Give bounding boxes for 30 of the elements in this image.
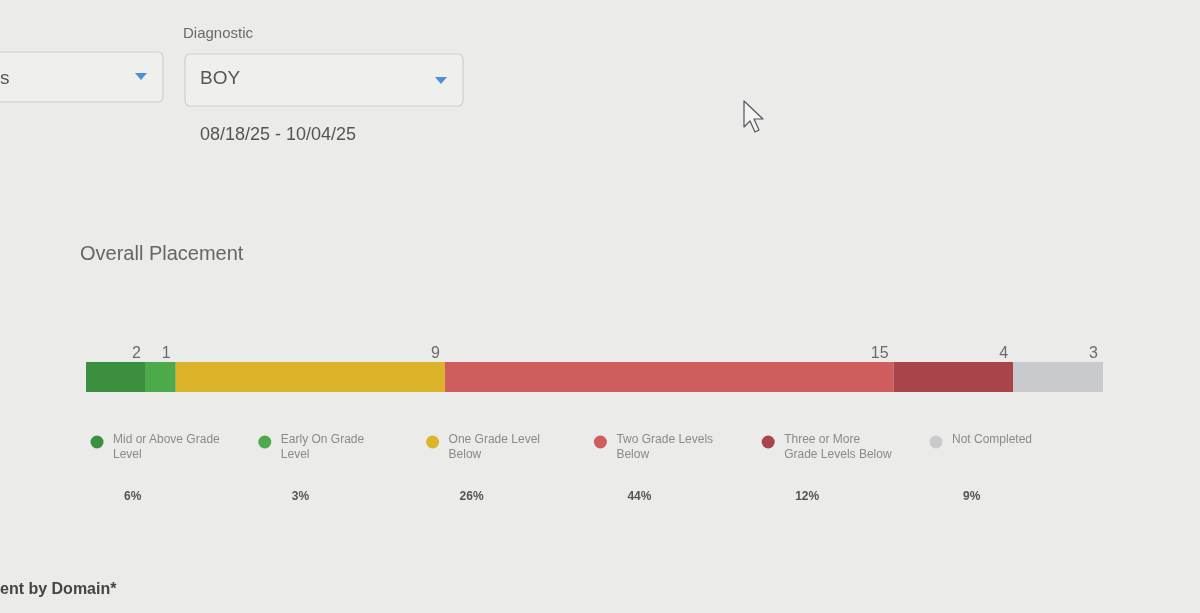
text: 12% — [795, 489, 820, 503]
text: BOY — [200, 67, 241, 88]
data-label: 15 — [870, 344, 889, 361]
chart-title: Overall Placement — [80, 242, 244, 264]
text: 9% — [963, 489, 981, 503]
legend-label: Mid or Above Grade Level — [113, 432, 221, 461]
data-label: 1 — [161, 344, 171, 361]
bar — [86, 362, 146, 392]
data-label: 9 — [431, 344, 441, 361]
text: Diagnostic — [183, 24, 254, 41]
legend-label: Three or More Grade Levels Below — [784, 432, 892, 461]
text: 08/18/25 - 10/04/25 — [200, 124, 357, 144]
bar — [1013, 362, 1103, 392]
text: 3% — [291, 489, 310, 503]
legend-label: Early On Grade Level — [280, 432, 365, 461]
bar — [444, 362, 894, 392]
text: ent by Domain* — [0, 580, 118, 597]
legend-label: Two Grade Levels Below — [616, 432, 714, 461]
data-label: 4 — [999, 344, 1009, 361]
data-label: 2 — [131, 344, 141, 361]
bar — [175, 362, 445, 392]
text: s — [0, 67, 10, 88]
text: 44% — [627, 489, 652, 503]
text: 26% — [459, 489, 484, 503]
legend-label: One Grade Level Below — [448, 432, 540, 461]
bar — [893, 362, 1014, 392]
data-label: 3 — [1089, 344, 1099, 361]
legend-label: Not Completed — [952, 432, 1033, 446]
bar — [145, 362, 176, 392]
text: 6% — [124, 489, 142, 503]
